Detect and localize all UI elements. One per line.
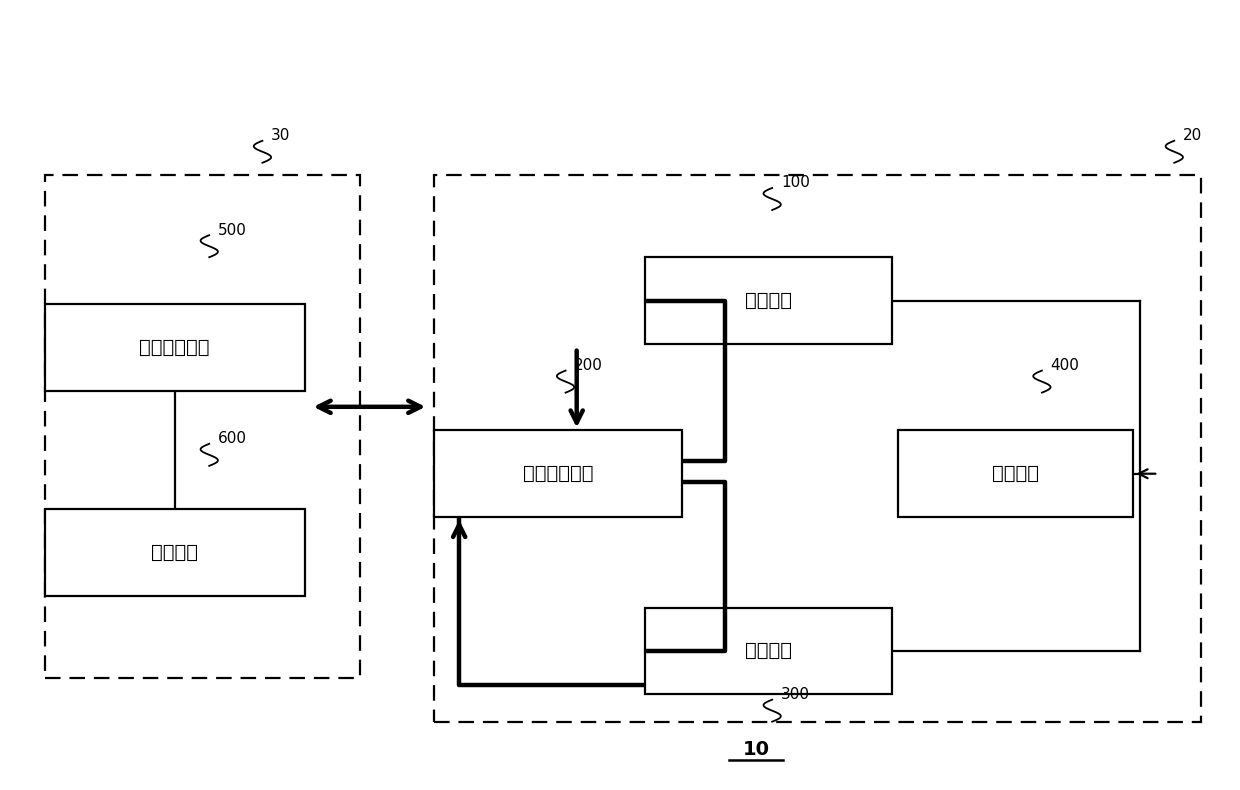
Bar [645,608,893,694]
Text: 400: 400 [1050,358,1080,373]
Text: 200: 200 [574,358,603,373]
Bar [645,258,893,344]
Text: 100: 100 [781,175,810,190]
Text: 第二通信单元: 第二通信单元 [139,338,210,357]
Text: 测量单元: 测量单元 [745,641,792,660]
Text: 30: 30 [272,128,290,143]
Text: 600: 600 [218,431,247,446]
Bar [898,431,1133,517]
Bar [45,509,305,596]
Bar [434,431,682,517]
Text: 第一通信单元: 第一通信单元 [523,465,594,483]
Text: 主控单元: 主控单元 [745,291,792,310]
Text: 计算单元: 计算单元 [992,465,1039,483]
Text: 10: 10 [743,739,770,758]
Text: 定位单元: 定位单元 [151,543,198,562]
Text: 500: 500 [218,223,247,238]
Text: 20: 20 [1183,128,1203,143]
Bar [45,304,305,391]
Bar [434,175,1202,722]
Text: 300: 300 [781,687,810,702]
Bar [45,175,360,679]
